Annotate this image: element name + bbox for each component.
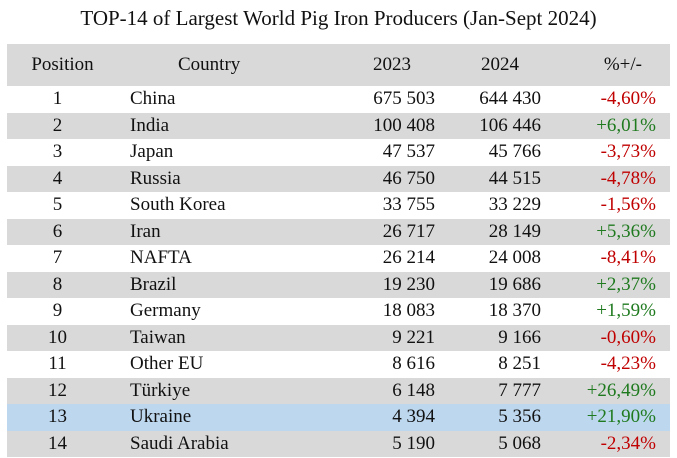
cell-2023: 5 190 — [392, 432, 435, 454]
header-row: Position Country 2023 2024 %+/- — [7, 44, 670, 86]
cell-2024: 19 686 — [488, 273, 541, 295]
cell-change: -8,41% — [600, 247, 656, 269]
producers-table: Position Country 2023 2024 %+/- 1 China 67… — [7, 44, 670, 457]
table-row: 7 NAFTA 26 214 24 008 -8,41% — [7, 245, 670, 272]
cell-country: China — [130, 88, 176, 110]
cell-change: -0,60% — [600, 326, 656, 348]
cell-change: +1,59% — [596, 300, 656, 322]
table-row: 10 Taiwan 9 221 9 166 -0,60% — [7, 324, 670, 351]
cell-2023: 18 083 — [382, 300, 435, 322]
cell-change: -3,73% — [600, 141, 656, 163]
cell-position: 3 — [52, 141, 63, 163]
cell-2024: 24 008 — [488, 247, 541, 269]
cell-country: Iran — [130, 220, 161, 242]
cell-change: -1,56% — [600, 194, 656, 216]
cell-change: +21,90% — [586, 406, 656, 428]
cell-position: 2 — [52, 114, 63, 136]
cell-2023: 8 616 — [392, 353, 435, 375]
cell-2024: 7 777 — [498, 379, 541, 401]
cell-change: +6,01% — [596, 114, 656, 136]
cell-2024: 45 766 — [488, 141, 541, 163]
table-row: 14 Saudi Arabia 5 190 5 068 -2,34% — [7, 430, 670, 457]
cell-2023: 6 148 — [392, 379, 435, 401]
cell-change: +26,49% — [586, 379, 656, 401]
cell-2023: 675 503 — [373, 88, 435, 110]
cell-country: Saudi Arabia — [130, 432, 229, 454]
cell-2023: 46 750 — [382, 167, 435, 189]
cell-position: 8 — [52, 273, 63, 295]
cell-2024: 18 370 — [488, 300, 541, 322]
cell-change: +5,36% — [596, 220, 656, 242]
table-row: 2 India 100 408 106 446 +6,01% — [7, 112, 670, 139]
cell-2024: 9 166 — [498, 326, 541, 348]
cell-2024: 106 446 — [479, 114, 541, 136]
cell-2024: 33 229 — [488, 194, 541, 216]
cell-position: 14 — [48, 432, 67, 454]
table-row: 12 Türkiye 6 148 7 777 +26,49% — [7, 377, 670, 404]
cell-change: -2,34% — [600, 432, 656, 454]
cell-2024: 28 149 — [488, 220, 541, 242]
table-body: 1 China 675 503 644 430 -4,60% 2 India 100 408 1… — [7, 86, 670, 457]
cell-2024: 44 515 — [488, 167, 541, 189]
cell-country: Germany — [130, 300, 201, 322]
table-row: 9 Germany 18 083 18 370 +1,59% — [7, 298, 670, 325]
cell-position: 4 — [52, 167, 63, 189]
cell-country: Türkiye — [130, 379, 191, 401]
header-country: Country — [178, 54, 241, 75]
cell-2024: 8 251 — [498, 353, 541, 375]
header-position: Position — [31, 54, 94, 75]
table-row: 4 Russia 46 750 44 515 -4,78% — [7, 165, 670, 192]
cell-country: Other EU — [130, 353, 204, 375]
cell-2023: 33 755 — [382, 194, 435, 216]
cell-country: Taiwan — [130, 326, 186, 348]
header-change: %+/- — [603, 54, 642, 75]
cell-position: 11 — [48, 353, 67, 375]
table-row: 8 Brazil 19 230 19 686 +2,37% — [7, 271, 670, 298]
cell-country: Russia — [130, 167, 181, 189]
cell-country: India — [130, 114, 170, 136]
cell-country: South Korea — [130, 194, 226, 216]
cell-country: NAFTA — [130, 247, 192, 269]
table-header: Position Country 2023 2024 %+/- — [7, 44, 670, 86]
table-row: 13 Ukraine 4 394 5 356 +21,90% — [7, 404, 670, 431]
cell-2023: 19 230 — [382, 273, 435, 295]
table-title: TOP-14 of Largest World Pig Iron Produce… — [80, 6, 597, 30]
cell-position: 10 — [48, 326, 67, 348]
table-row: 6 Iran 26 717 28 149 +5,36% — [7, 218, 670, 245]
cell-2024: 644 430 — [479, 88, 541, 110]
cell-2024: 5 356 — [498, 406, 541, 428]
cell-position: 6 — [52, 220, 63, 242]
cell-position: 1 — [52, 88, 63, 110]
cell-change: -4,60% — [600, 88, 656, 110]
cell-position: 12 — [48, 379, 67, 401]
cell-2023: 26 214 — [382, 247, 435, 269]
header-2024: 2024 — [481, 54, 519, 75]
cell-country: Ukraine — [130, 406, 192, 428]
cell-change: -4,78% — [600, 167, 656, 189]
cell-position: 13 — [48, 406, 67, 428]
table-row: 11 Other EU 8 616 8 251 -4,23% — [7, 351, 670, 378]
cell-2023: 100 408 — [373, 114, 435, 136]
cell-position: 5 — [52, 194, 63, 216]
cell-country: Japan — [130, 141, 174, 163]
cell-position: 7 — [52, 247, 63, 269]
cell-2023: 26 717 — [382, 220, 435, 242]
cell-position: 9 — [52, 300, 63, 322]
table-row: 3 Japan 47 537 45 766 -3,73% — [7, 139, 670, 166]
cell-2023: 9 221 — [392, 326, 435, 348]
cell-change: +2,37% — [596, 273, 656, 295]
cell-2023: 47 537 — [382, 141, 435, 163]
cell-country: Brazil — [130, 273, 177, 295]
header-2023: 2023 — [373, 54, 411, 75]
table-row: 1 China 675 503 644 430 -4,60% — [7, 86, 670, 113]
cell-2024: 5 068 — [498, 432, 541, 454]
cell-change: -4,23% — [600, 353, 656, 375]
cell-2023: 4 394 — [392, 406, 435, 428]
table-row: 5 South Korea 33 755 33 229 -1,56% — [7, 192, 670, 219]
